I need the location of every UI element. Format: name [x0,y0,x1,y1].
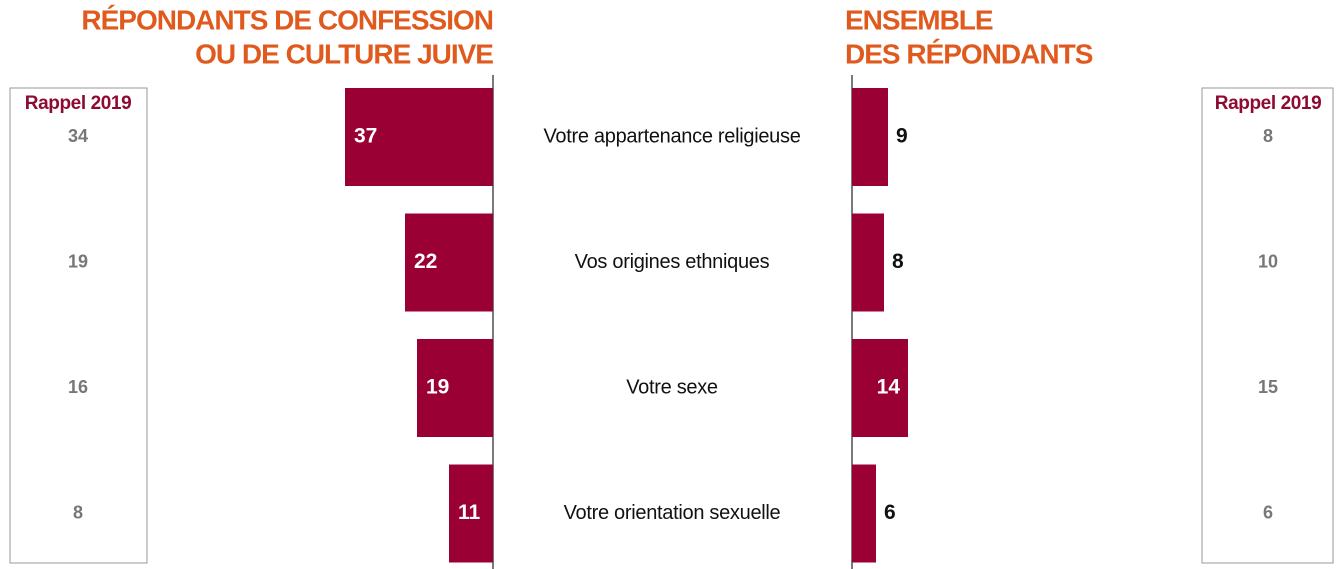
value-label: 6 [884,501,896,524]
value-label: 19 [426,376,449,399]
value-label: 11 [458,501,481,524]
value-label: 37 [354,125,377,148]
recall-value: 8 [73,502,83,522]
bar [345,88,493,186]
category-label: Votre orientation sexuelle [564,502,781,524]
chart-title: OU DE CULTURE JUIVE [195,38,493,69]
category-label: Votre sexe [626,376,718,398]
recall-value: 6 [1263,502,1273,522]
bar [405,213,493,312]
value-label: 8 [892,250,904,273]
chart-title: ENSEMBLE [845,4,993,35]
value-label: 22 [414,250,437,273]
recall-value: 8 [1263,126,1273,146]
category-label: Vos origines ethniques [575,251,770,273]
recall-value: 34 [68,126,88,146]
bar [852,213,884,312]
recall-title: Rappel 2019 [1215,93,1322,114]
recall-box [1201,87,1334,564]
bar [852,88,888,186]
recall-box [9,87,148,564]
recall-title: Rappel 2019 [25,93,132,114]
bar [852,464,876,563]
category-label: Votre appartenance religieuse [543,125,800,147]
value-label: 14 [877,376,901,399]
recall-value: 15 [1258,377,1278,397]
recall-value: 10 [1258,251,1278,271]
bar [852,339,908,437]
chart-title: RÉPONDANTS DE CONFESSION [81,4,493,35]
recall-value: 19 [68,251,88,271]
bar [449,464,493,563]
bar [417,339,493,437]
value-label: 9 [896,125,908,148]
recall-value: 16 [68,377,88,397]
chart-title: DES RÉPONDANTS [845,38,1093,69]
